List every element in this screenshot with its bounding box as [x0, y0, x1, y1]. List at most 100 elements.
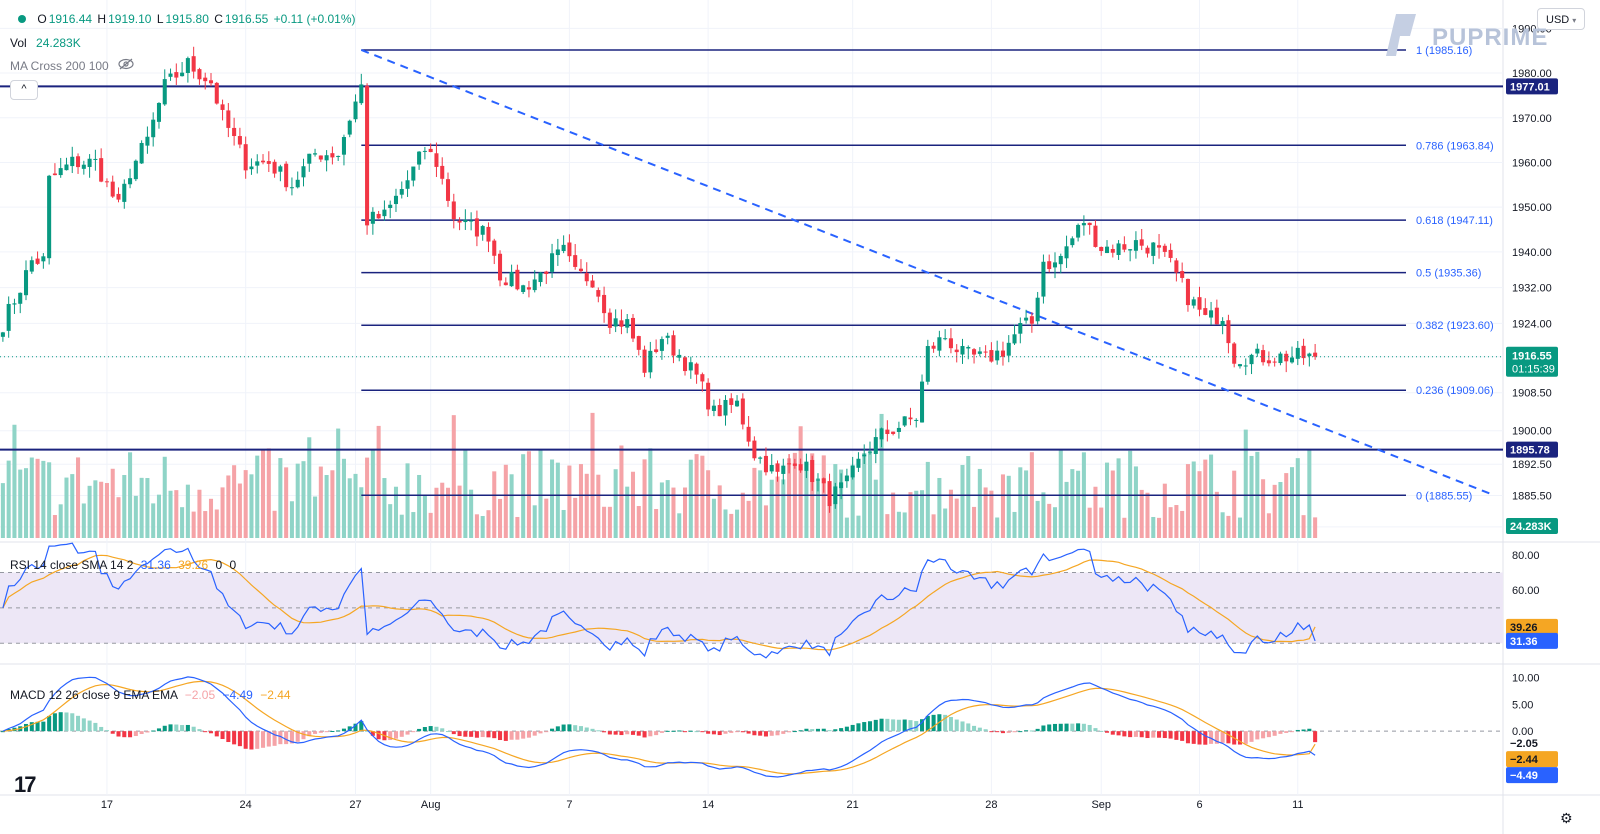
macd-histogram-bar — [526, 731, 531, 738]
macd-histogram-bar — [151, 730, 156, 732]
volume-bar — [1128, 450, 1133, 538]
candle-body — [347, 120, 352, 135]
time-tick-label: Aug — [421, 799, 441, 811]
rsi-legend-value: 31.36 — [140, 558, 171, 572]
macd-histogram-bar — [977, 727, 982, 732]
macd-histogram-bar — [972, 725, 977, 732]
macd-histogram-bar — [237, 731, 242, 747]
macd-histogram-bar — [341, 728, 346, 732]
macd-histogram-bar — [763, 731, 768, 737]
candle-body — [821, 478, 826, 484]
macd-histogram-bar — [156, 728, 161, 732]
macd-histogram-bar — [573, 725, 578, 732]
candle-body — [867, 451, 873, 453]
close-key: C — [214, 12, 223, 26]
candle-body — [122, 183, 127, 202]
macd-tick-label: 5.00 — [1512, 699, 1533, 711]
candle-body — [555, 249, 560, 256]
volume-bar — [370, 449, 375, 538]
macd-histogram-bar — [41, 721, 46, 732]
macd-histogram-bar — [133, 731, 138, 737]
currency-button[interactable]: USD ▾ — [1537, 8, 1585, 30]
candle-body — [1243, 365, 1248, 367]
rsi-legend[interactable]: RSI 14 close SMA 14 2 31.36 39.26 0 0 — [10, 558, 236, 572]
candle-body — [162, 79, 167, 105]
macd-histogram-bar — [1214, 731, 1219, 744]
macd-line — [2, 676, 1316, 778]
macd-histogram-bar — [1243, 731, 1248, 744]
rsi-legend-extra-1: 0 — [215, 558, 223, 572]
volume-bar — [896, 511, 901, 538]
settings-gear-icon[interactable]: ⚙ — [1560, 810, 1573, 826]
open-key: O — [37, 12, 47, 26]
macd-line-badge: −4.49 — [1510, 770, 1538, 782]
macd-histogram-bar — [232, 731, 237, 745]
ma-cross-legend[interactable]: MA Cross 200 100 — [10, 58, 134, 73]
candle-body — [336, 155, 341, 157]
fib-level-label: 0.382 (1923.60) — [1416, 320, 1494, 332]
volume-bar — [1151, 516, 1156, 538]
volume-bar — [76, 457, 81, 538]
rsi-legend-label: RSI 14 close SMA 14 2 — [10, 558, 134, 572]
candle-body — [781, 465, 786, 474]
macd-histogram-bar — [353, 723, 358, 732]
candle-body — [856, 458, 861, 468]
volume-bar — [1139, 489, 1144, 538]
tradingview-logo[interactable]: 17 — [14, 772, 37, 798]
candle-body — [486, 226, 491, 242]
macd-histogram-bar — [1313, 731, 1318, 743]
volume-bar — [1070, 469, 1075, 538]
macd-histogram-bar — [405, 731, 410, 735]
macd-histogram-bar — [411, 731, 416, 733]
fib-level-label: 0.618 (1947.11) — [1416, 215, 1493, 227]
hidden-eye-icon[interactable] — [118, 58, 134, 73]
volume-bar — [64, 477, 69, 538]
candle-body — [133, 160, 138, 180]
macd-histogram-bar — [35, 721, 40, 732]
macd-histogram-bar — [682, 731, 688, 733]
puprime-logo-icon — [1386, 14, 1416, 56]
macd-histogram-bar — [931, 714, 936, 732]
macd-histogram-bar — [735, 731, 740, 733]
macd-histogram-bar — [954, 719, 959, 732]
rsi-badge: 31.36 — [1510, 636, 1538, 648]
volume-legend[interactable]: Vol 24.283K — [10, 36, 81, 50]
macd-histogram-bar — [1301, 729, 1306, 732]
candle-body — [1000, 350, 1005, 357]
candle-body — [717, 405, 722, 417]
macd-histogram-bar — [775, 731, 780, 736]
volume-bar — [486, 510, 491, 538]
volume-bar — [706, 470, 711, 538]
macd-histogram-bar — [711, 731, 716, 735]
time-tick-label: 24 — [240, 799, 252, 811]
low-key: L — [156, 12, 164, 26]
macd-legend[interactable]: MACD 12 26 close 9 EMA EMA −2.05 −4.49 −… — [10, 688, 291, 702]
candle-body — [41, 256, 46, 262]
macd-histogram-bar — [550, 728, 555, 732]
fib-level-label: 0.236 (1909.06) — [1416, 385, 1494, 397]
macd-legend-label: MACD 12 26 close 9 EMA EMA — [10, 688, 178, 702]
macd-histogram-bar — [122, 731, 127, 738]
macd-histogram-bar — [908, 720, 913, 732]
macd-histogram-bar — [1162, 731, 1167, 739]
volume-bar — [81, 503, 86, 538]
macd-histogram-bar — [995, 731, 1000, 733]
macd-histogram-bar — [1029, 730, 1034, 732]
volume-bar — [752, 467, 757, 538]
candle-body — [1128, 249, 1133, 251]
volume-bar — [365, 457, 370, 538]
horizontal-level-badge: 1977.01 — [1510, 81, 1550, 93]
candle-body — [896, 427, 901, 432]
candle-body — [266, 161, 271, 164]
macd-histogram-bar — [1093, 728, 1098, 732]
collapse-legend-button[interactable]: ^ — [10, 80, 38, 100]
macd-histogram-bar — [76, 715, 81, 732]
macd-histogram-bar — [885, 718, 890, 732]
macd-histogram-bar — [1295, 729, 1300, 732]
volume-bar — [781, 479, 786, 538]
volume-bar — [555, 462, 560, 538]
fib-level-label: 0 (1885.55) — [1416, 490, 1472, 502]
volume-bar — [41, 460, 46, 538]
